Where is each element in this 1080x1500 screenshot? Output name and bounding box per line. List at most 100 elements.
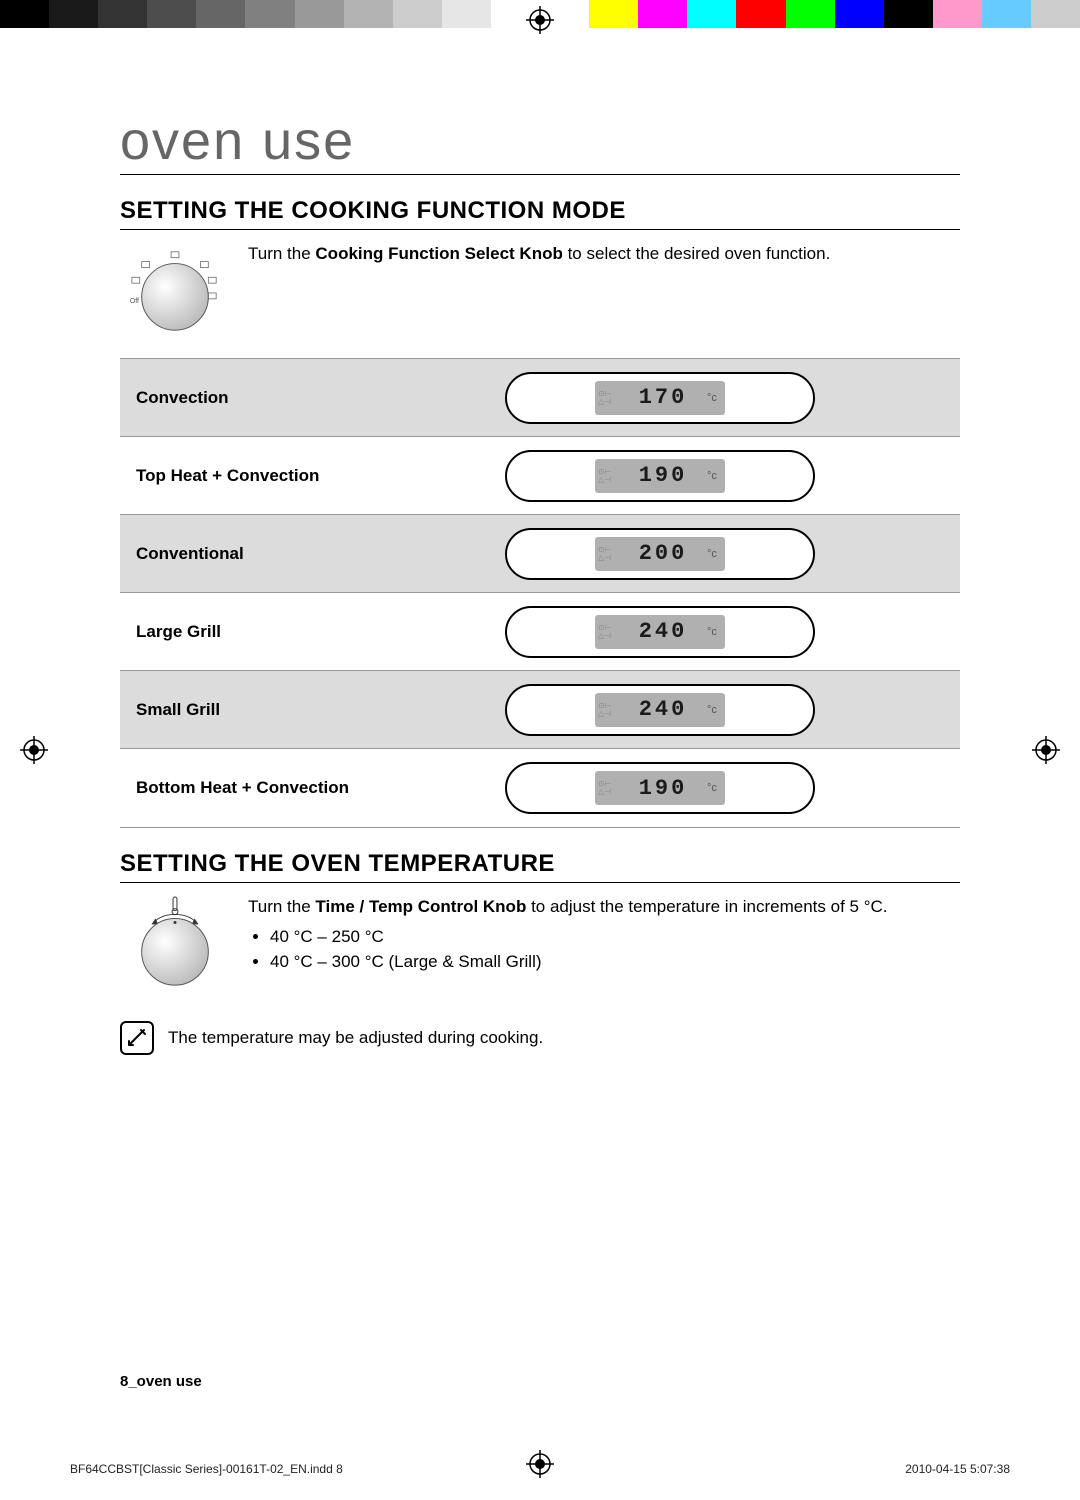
color-swatch bbox=[933, 0, 982, 28]
temp-knob-icon bbox=[126, 895, 224, 993]
lcd-status-icons: ⊙⊢ △⊣ bbox=[595, 546, 619, 562]
function-label: Bottom Heat + Convection bbox=[120, 749, 360, 827]
lcd-temperature-value: 190 bbox=[619, 463, 707, 488]
function-row: Large Grill ⊙⊢ △⊣240°c bbox=[120, 593, 960, 671]
color-swatch bbox=[687, 0, 736, 28]
page-content: oven use SETTING THE COOKING FUNCTION MO… bbox=[120, 110, 960, 1055]
registration-mark-top bbox=[526, 6, 554, 34]
temp-text-post: to adjust the temperature in increments … bbox=[526, 897, 887, 916]
color-swatch bbox=[638, 0, 687, 28]
lcd-screen: ⊙⊢ △⊣190°c bbox=[595, 459, 725, 493]
color-swatch bbox=[786, 0, 835, 28]
color-swatch bbox=[49, 0, 98, 28]
note-text: The temperature may be adjusted during c… bbox=[168, 1028, 543, 1048]
function-label: Convection bbox=[120, 359, 360, 436]
lcd-panel: ⊙⊢ △⊣190°c bbox=[505, 762, 815, 814]
lcd-panel: ⊙⊢ △⊣200°c bbox=[505, 528, 815, 580]
function-row: Bottom Heat + Convection ⊙⊢ △⊣190°c bbox=[120, 749, 960, 827]
temperature-intro-text: Turn the Time / Temp Control Knob to adj… bbox=[248, 895, 960, 993]
temperature-range-list: 40 °C – 250 °C40 °C – 300 °C (Large & Sm… bbox=[270, 924, 960, 975]
note-icon bbox=[120, 1021, 154, 1055]
lcd-screen: ⊙⊢ △⊣240°c bbox=[595, 615, 725, 649]
lcd-panel: ⊙⊢ △⊣240°c bbox=[505, 684, 815, 736]
function-display-cell: ⊙⊢ △⊣240°c bbox=[360, 671, 960, 748]
lcd-status-icons: ⊙⊢ △⊣ bbox=[595, 468, 619, 484]
lcd-temperature-value: 200 bbox=[619, 541, 707, 566]
lcd-temperature-value: 170 bbox=[619, 385, 707, 410]
temperature-intro: Turn the Time / Temp Control Knob to adj… bbox=[120, 895, 960, 993]
cooking-function-table: Convection⊙⊢ △⊣170°cTop Heat + Convectio… bbox=[120, 358, 960, 828]
lcd-status-icons: ⊙⊢ △⊣ bbox=[595, 624, 619, 640]
knob-off-label: Off bbox=[130, 298, 139, 305]
function-display-cell: ⊙⊢ △⊣190°c bbox=[360, 749, 960, 827]
color-swatch bbox=[295, 0, 344, 28]
lcd-unit-label: °c bbox=[707, 470, 725, 482]
lcd-status-icons: ⊙⊢ △⊣ bbox=[595, 780, 619, 796]
color-swatch bbox=[1031, 0, 1080, 28]
page-footer-label: 8_oven use bbox=[120, 1373, 202, 1390]
lcd-unit-label: °c bbox=[707, 782, 725, 794]
lcd-unit-label: °c bbox=[707, 704, 725, 716]
print-timestamp: 2010-04-15 5:07:38 bbox=[905, 1462, 1010, 1476]
function-label: Large Grill bbox=[120, 593, 360, 670]
lcd-panel: ⊙⊢ △⊣190°c bbox=[505, 450, 815, 502]
temperature-range-item: 40 °C – 250 °C bbox=[270, 924, 960, 950]
temp-knob-illustration bbox=[120, 895, 230, 993]
function-display-cell: ⊙⊢ △⊣170°c bbox=[360, 359, 960, 436]
function-row: Conventional ⊙⊢ △⊣200°c bbox=[120, 515, 960, 593]
function-display-cell: ⊙⊢ △⊣240°c bbox=[360, 593, 960, 670]
color-swatch bbox=[442, 0, 491, 28]
lcd-unit-label: °c bbox=[707, 392, 725, 404]
temp-text-pre: Turn the bbox=[248, 897, 315, 916]
lcd-temperature-value: 240 bbox=[619, 697, 707, 722]
function-mode-intro: Off Turn the Cooking Function Select Kno… bbox=[120, 242, 960, 340]
lcd-screen: ⊙⊢ △⊣170°c bbox=[595, 381, 725, 415]
section-heading-function-mode: SETTING THE COOKING FUNCTION MODE bbox=[120, 197, 960, 230]
color-swatch bbox=[884, 0, 933, 28]
function-display-cell: ⊙⊢ △⊣190°c bbox=[360, 437, 960, 514]
color-swatch bbox=[393, 0, 442, 28]
color-swatch bbox=[344, 0, 393, 28]
lcd-screen: ⊙⊢ △⊣200°c bbox=[595, 537, 725, 571]
lcd-status-icons: ⊙⊢ △⊣ bbox=[595, 390, 619, 406]
lcd-status-icons: ⊙⊢ △⊣ bbox=[595, 702, 619, 718]
lcd-screen: ⊙⊢ △⊣240°c bbox=[595, 693, 725, 727]
temp-text-bold: Time / Temp Control Knob bbox=[315, 897, 526, 916]
lcd-unit-label: °c bbox=[707, 626, 725, 638]
function-display-cell: ⊙⊢ △⊣200°c bbox=[360, 515, 960, 592]
function-label: Top Heat + Convection bbox=[120, 437, 360, 514]
color-swatch bbox=[835, 0, 884, 28]
print-footer: BF64CCBST[Classic Series]-00161T-02_EN.i… bbox=[70, 1462, 1010, 1476]
temperature-range-item: 40 °C – 300 °C (Large & Small Grill) bbox=[270, 949, 960, 975]
color-swatch bbox=[98, 0, 147, 28]
lcd-unit-label: °c bbox=[707, 548, 725, 560]
page-title: oven use bbox=[120, 110, 960, 175]
function-label: Small Grill bbox=[120, 671, 360, 748]
lcd-panel: ⊙⊢ △⊣240°c bbox=[505, 606, 815, 658]
function-knob-illustration: Off bbox=[120, 242, 230, 340]
color-swatch bbox=[0, 0, 49, 28]
color-swatch bbox=[982, 0, 1031, 28]
section-heading-temperature: SETTING THE OVEN TEMPERATURE bbox=[120, 850, 960, 883]
function-row: Convection ⊙⊢ △⊣170°c bbox=[120, 359, 960, 437]
color-swatch bbox=[147, 0, 196, 28]
temperature-note: The temperature may be adjusted during c… bbox=[120, 1021, 960, 1055]
lcd-temperature-value: 190 bbox=[619, 776, 707, 801]
color-swatch bbox=[736, 0, 785, 28]
intro-text-bold: Cooking Function Select Knob bbox=[315, 244, 562, 263]
function-mode-intro-text: Turn the Cooking Function Select Knob to… bbox=[248, 242, 960, 340]
color-swatch bbox=[196, 0, 245, 28]
lcd-panel: ⊙⊢ △⊣170°c bbox=[505, 372, 815, 424]
registration-mark-left bbox=[20, 736, 48, 764]
registration-mark-right bbox=[1032, 736, 1060, 764]
intro-text-post: to select the desired oven function. bbox=[563, 244, 830, 263]
function-row: Small Grill ⊙⊢ △⊣240°c bbox=[120, 671, 960, 749]
function-row: Top Heat + Convection ⊙⊢ △⊣190°c bbox=[120, 437, 960, 515]
intro-text-pre: Turn the bbox=[248, 244, 315, 263]
knob-icon: Off bbox=[126, 242, 224, 340]
print-file-name: BF64CCBST[Classic Series]-00161T-02_EN.i… bbox=[70, 1462, 343, 1476]
function-label: Conventional bbox=[120, 515, 360, 592]
color-swatch bbox=[589, 0, 638, 28]
lcd-screen: ⊙⊢ △⊣190°c bbox=[595, 771, 725, 805]
lcd-temperature-value: 240 bbox=[619, 619, 707, 644]
